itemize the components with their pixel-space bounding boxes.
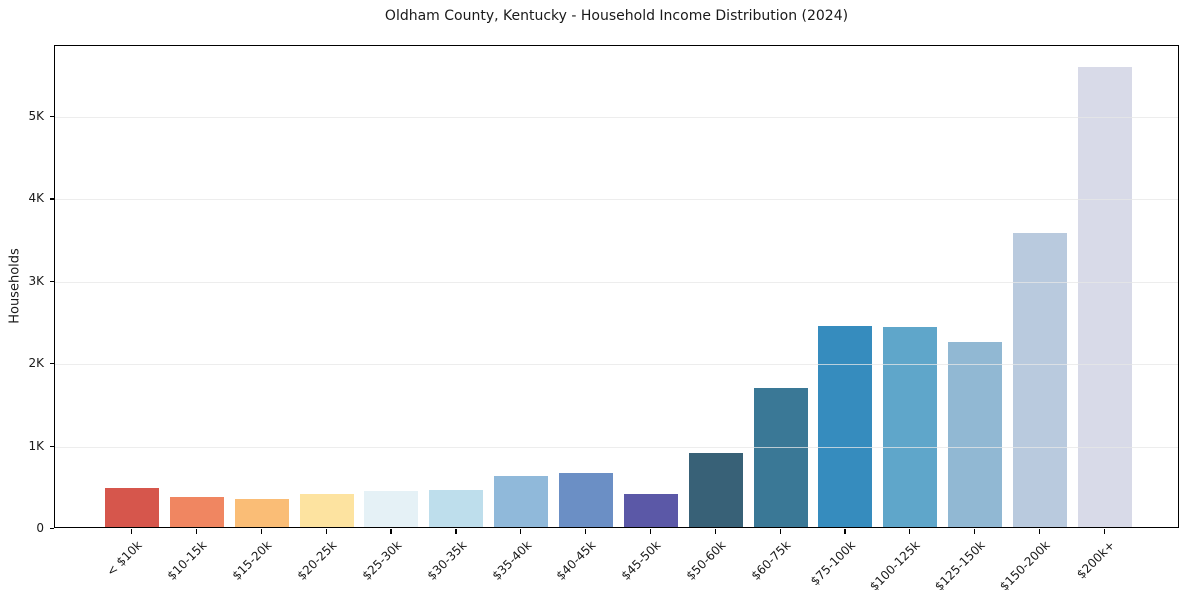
x-tick-label: $15-20k xyxy=(229,538,275,583)
x-tick-label: $60-75k xyxy=(748,538,794,583)
x-tick-mark xyxy=(909,529,911,534)
x-tick-label: $125-150k xyxy=(932,538,988,590)
x-tick-label: $150-200k xyxy=(997,538,1053,590)
y-tick-mark xyxy=(49,445,54,447)
x-tick-mark xyxy=(131,529,133,534)
gridline xyxy=(55,364,1178,366)
y-tick-mark xyxy=(49,528,54,530)
x-tick-label: < $10k xyxy=(104,538,145,579)
x-tick-mark xyxy=(390,529,392,534)
y-tick-mark xyxy=(49,280,54,282)
bar xyxy=(688,452,743,527)
x-tick-mark xyxy=(1038,529,1041,534)
x-tick-label: $25-30k xyxy=(359,538,405,583)
bar xyxy=(948,342,1003,527)
bar xyxy=(1012,233,1067,527)
y-tick-mark xyxy=(49,115,54,118)
x-tick-label: $100-125k xyxy=(867,538,924,590)
bar xyxy=(883,327,938,527)
x-tick-mark xyxy=(649,529,652,534)
gridline xyxy=(55,281,1178,283)
x-tick-mark xyxy=(779,529,781,534)
gridline xyxy=(55,446,1178,448)
x-tick-label: $200k+ xyxy=(1074,538,1118,582)
x-tick-mark xyxy=(325,529,327,534)
bar xyxy=(234,498,289,527)
y-tick-mark xyxy=(49,363,54,365)
bar xyxy=(1077,67,1132,527)
x-tick-mark xyxy=(844,529,846,534)
bar xyxy=(818,325,873,527)
y-tick-label: 2K xyxy=(28,356,44,371)
bar xyxy=(623,493,678,527)
y-tick-label: 4K xyxy=(28,191,44,206)
x-tick-mark xyxy=(260,529,262,534)
x-tick-mark xyxy=(974,529,976,534)
x-tick-mark xyxy=(455,529,457,534)
bar xyxy=(299,493,354,527)
y-tick-label: 3K xyxy=(28,273,44,288)
bar xyxy=(753,387,808,527)
x-tick-mark xyxy=(520,529,522,534)
chart-title: Oldham County, Kentucky - Household Inco… xyxy=(384,8,849,24)
bar xyxy=(558,473,613,527)
bar xyxy=(105,487,159,527)
y-tick-label: 1K xyxy=(28,438,44,453)
bar xyxy=(364,490,419,527)
x-tick-mark xyxy=(714,529,716,534)
x-tick-label: $75-100k xyxy=(807,538,859,589)
bar xyxy=(429,489,484,527)
x-tick-label: $20-25k xyxy=(294,538,340,583)
x-tick-label: $30-35k xyxy=(424,538,470,583)
x-tick-mark xyxy=(1103,529,1106,534)
plot-area xyxy=(54,45,1179,528)
x-tick-label: $50-60k xyxy=(683,538,729,583)
bar xyxy=(169,496,224,527)
y-tick-label: 0 xyxy=(36,521,44,535)
x-tick-label: $35-40k xyxy=(489,538,534,583)
x-tick-label: $40-45k xyxy=(553,538,599,583)
bar xyxy=(494,475,549,527)
x-tick-label: $45-50k xyxy=(618,538,664,583)
y-tick-label: 5K xyxy=(28,108,44,123)
gridline xyxy=(55,199,1178,201)
y-tick-mark xyxy=(49,198,54,200)
x-tick-mark xyxy=(584,529,587,534)
gridline xyxy=(55,116,1178,118)
x-tick-label: $10-15k xyxy=(164,538,210,583)
x-tick-mark xyxy=(195,529,198,534)
